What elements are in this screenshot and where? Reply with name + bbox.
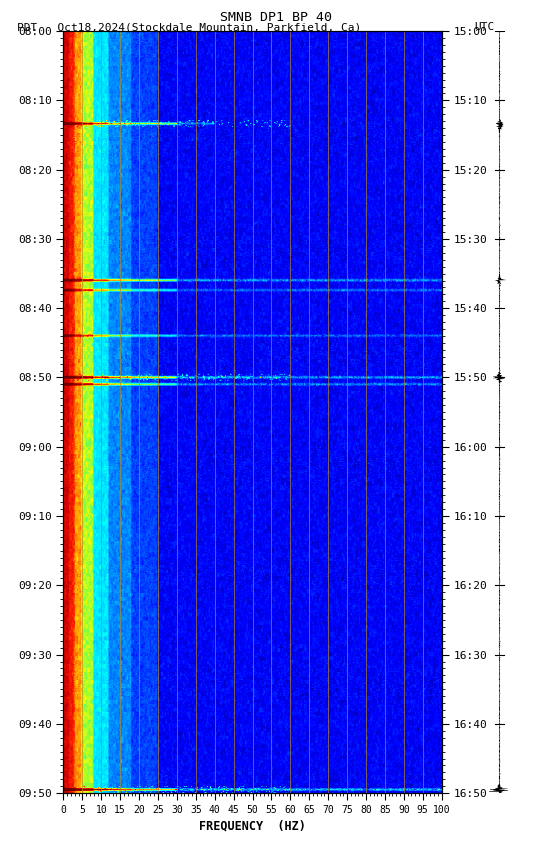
Text: SMNB DP1 BP 40: SMNB DP1 BP 40 <box>220 10 332 24</box>
Text: PDT   Oct18,2024(Stockdale Mountain, Parkfield, Ca): PDT Oct18,2024(Stockdale Mountain, Parkf… <box>17 22 361 33</box>
X-axis label: FREQUENCY  (HZ): FREQUENCY (HZ) <box>199 819 306 832</box>
Text: UTC: UTC <box>475 22 495 33</box>
